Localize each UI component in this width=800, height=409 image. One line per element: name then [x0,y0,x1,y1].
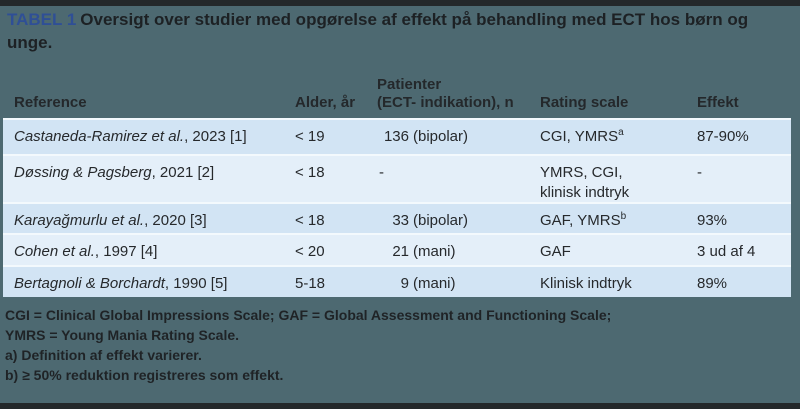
table-header-row: Reference Alder, år Patienter (ECT- indi… [3,76,791,118]
table-body: Castaneda-Ramirez et al., 2023 [1] < 19 … [3,118,791,297]
bottom-border-bar [0,403,800,409]
rating-scale-line2: klinisk indtryk [540,184,630,201]
col-header-reference: Reference [14,94,87,111]
col-header-patients: Patienter (ECT- indikation), n [377,76,540,112]
patients-indication: (bipolar) [413,128,469,145]
reference-authors: Castaneda-Ramirez et al. [14,128,185,145]
cell-rating-scale: CGI, YMRSa [540,127,624,146]
cell-effect: 89% [697,275,728,292]
reference-year-citation: , 2020 [3] [144,212,207,229]
patients-indication: (mani) [413,243,456,260]
cell-age: < 19 [295,128,325,145]
reference-authors: Karayağmurlu et al. [14,212,145,229]
reference-authors: Bertagnoli & Borchardt [14,275,165,292]
footnote-b: b) ≥ 50% reduktion registreres som effek… [5,367,284,383]
reference-year-citation: , 2023 [1] [184,128,247,145]
reference-year-citation: , 2021 [2] [151,164,215,181]
studies-table: Reference Alder, år Patienter (ECT- indi… [3,76,791,297]
cell-effect: 3 ud af 4 [697,243,756,260]
patients-count: 136 [383,128,409,145]
cell-age: < 18 [295,212,325,229]
table-row: Døssing & Pagsberg, 2021 [2] < 18 - YMRS… [3,154,791,202]
cell-rating-scale: YMRS, CGI, klinisk indtryk [540,156,697,203]
cell-reference: Karayağmurlu et al., 2020 [3] [14,204,295,231]
reference-authors: Døssing & Pagsberg [14,164,152,181]
cell-patients: - [377,156,540,183]
col-header-rating-scale: Rating scale [540,94,629,111]
table-row: Bertagnoli & Borchardt, 1990 [5] 5-18 9(… [3,265,791,297]
patients-count: 33 [392,212,409,229]
patients-indication: (mani) [413,275,456,292]
cell-reference: Døssing & Pagsberg, 2021 [2] [14,156,295,183]
table-caption: Oversigt over studier med opgørelse af e… [7,10,749,52]
cell-patients: 136 (bipolar) [377,120,540,147]
table-row: Castaneda-Ramirez et al., 2023 [1] < 19 … [3,118,791,154]
cell-rating-scale: Klinisk indtryk [540,275,632,292]
reference-authors: Cohen et al. [14,243,95,260]
footnote-a: a) Definition af effekt varierer. [5,347,202,363]
cell-effect: 87-90% [697,128,749,145]
cell-patients: 33 (bipolar) [377,204,540,231]
patients-indication: (bipolar) [413,212,469,229]
cell-patients: 9 (mani) [377,267,540,294]
table-footnotes: CGI = Clinical Global Impressions Scale;… [0,305,800,385]
cell-reference: Bertagnoli & Borchardt, 1990 [5] [14,267,295,294]
cell-reference: Castaneda-Ramirez et al., 2023 [1] [14,120,295,147]
cell-age: 5-18 [295,275,326,292]
col-header-patients-line2: (ECT- indikation), n [377,94,514,111]
cell-effect: - [697,164,702,181]
footnote-marker: a [618,127,624,138]
table-row: Karayağmurlu et al., 2020 [3] < 18 33 (bi… [3,202,791,233]
col-header-age: Alder, år [295,94,356,111]
footnote-marker: b [620,211,627,222]
cell-age: < 18 [295,164,325,181]
top-border-bar [0,0,800,6]
col-header-patients-line1: Patienter [377,76,442,93]
table-row: Cohen et al., 1997 [4] < 20 21 (mani) GAF… [3,233,791,265]
cell-rating-scale: GAF [540,243,571,260]
patients-count: 21 [392,243,409,260]
cell-reference: Cohen et al., 1997 [4] [14,235,295,262]
col-header-effect: Effekt [697,94,739,111]
cell-rating-scale: GAF, YMRSb [540,211,627,230]
reference-year-citation: , 1990 [5] [164,275,228,292]
reference-year-citation: , 1997 [4] [94,243,158,260]
cell-age: < 20 [295,243,325,260]
patients-indication: - [379,164,384,181]
footnote-abbreviations-line2: YMRS = Young Mania Rating Scale. [5,327,240,343]
patients-count: 9 [400,275,409,292]
cell-effect: 93% [697,212,728,229]
cell-patients: 21 (mani) [377,235,540,262]
footnote-abbreviations-line1: CGI = Clinical Global Impressions Scale;… [5,307,612,323]
table-number-label: TABEL 1 [7,10,77,29]
table-title: TABEL 1 Oversigt over studier med opgørel… [0,0,800,54]
